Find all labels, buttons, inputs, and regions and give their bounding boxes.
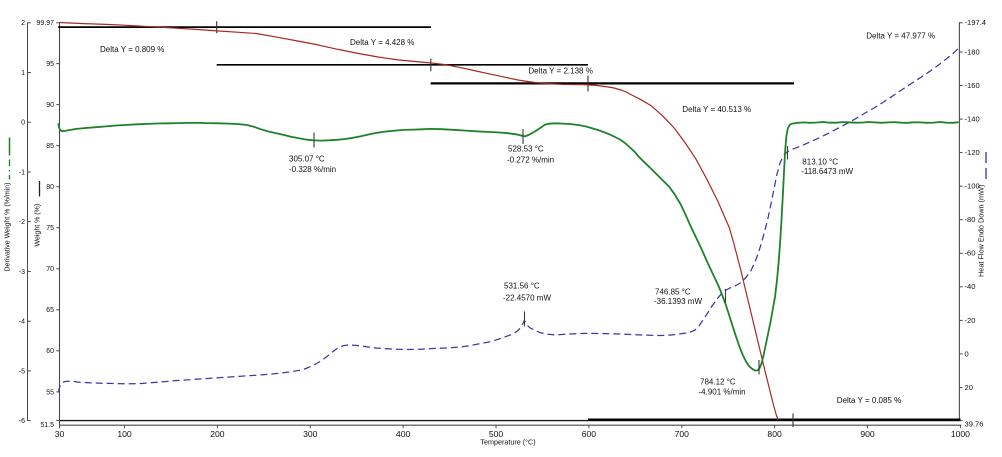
svg-text:Delta Y = 2.138 %: Delta Y = 2.138 %: [528, 67, 592, 76]
svg-text:65: 65: [46, 307, 54, 314]
svg-text:99.97: 99.97: [36, 20, 54, 27]
svg-text:2: 2: [21, 20, 25, 27]
svg-text:39.76: 39.76: [965, 420, 984, 429]
svg-text:Derivative Weight % (%/min): Derivative Weight % (%/min): [5, 183, 12, 272]
svg-text:200: 200: [210, 429, 225, 439]
svg-text:528.53 °C: 528.53 °C: [508, 145, 544, 154]
svg-text:60: 60: [46, 348, 54, 355]
svg-text:-4: -4: [19, 319, 25, 326]
svg-text:-0.328 %/min: -0.328 %/min: [289, 165, 336, 174]
svg-text:Temperature (°C): Temperature (°C): [480, 437, 535, 446]
svg-text:Weight % (%): Weight % (%): [35, 204, 42, 247]
svg-text:746.85 °C: 746.85 °C: [655, 288, 691, 297]
svg-text:Delta Y = 47.977 %: Delta Y = 47.977 %: [866, 32, 935, 41]
svg-text:90: 90: [46, 102, 54, 109]
svg-text:0: 0: [965, 349, 969, 358]
svg-text:305.07 °C: 305.07 °C: [289, 155, 325, 164]
svg-text:-180: -180: [965, 47, 980, 56]
svg-text:Delta Y = 40.513 %: Delta Y = 40.513 %: [682, 105, 751, 114]
svg-text:85: 85: [46, 143, 54, 150]
svg-text:-5: -5: [19, 368, 25, 375]
svg-text:-120: -120: [965, 148, 980, 157]
svg-text:-118.6473 mW: -118.6473 mW: [801, 167, 853, 176]
svg-text:20: 20: [965, 383, 973, 392]
svg-text:700: 700: [675, 429, 690, 439]
svg-text:0: 0: [21, 120, 25, 127]
svg-text:-6: -6: [19, 418, 25, 425]
svg-text:Heat Flow Endo Down (mW): Heat Flow Endo Down (mW): [977, 185, 986, 277]
svg-text:-100: -100: [965, 182, 980, 191]
svg-text:70: 70: [46, 266, 54, 273]
svg-text:-160: -160: [965, 81, 980, 90]
svg-text:800: 800: [767, 429, 782, 439]
svg-text:-22.4570 mW: -22.4570 mW: [503, 294, 551, 303]
svg-text:1: 1: [21, 70, 25, 77]
svg-text:813.10 °C: 813.10 °C: [802, 157, 838, 166]
svg-text:-60: -60: [965, 249, 976, 258]
svg-text:-40: -40: [965, 282, 976, 291]
svg-text:75: 75: [46, 225, 54, 232]
svg-text:-0.272 %/min: -0.272 %/min: [507, 156, 554, 165]
svg-text:-2: -2: [19, 219, 25, 226]
svg-text:Delta Y = 4.428 %: Delta Y = 4.428 %: [350, 38, 414, 47]
svg-text:Delta Y = 0.085 %: Delta Y = 0.085 %: [837, 396, 901, 405]
svg-text:900: 900: [860, 429, 875, 439]
svg-text:-197.4: -197.4: [965, 18, 987, 27]
svg-text:95: 95: [46, 61, 54, 68]
svg-text:-4.901 %/min: -4.901 %/min: [699, 388, 746, 397]
svg-text:51.5: 51.5: [40, 422, 54, 429]
svg-text:600: 600: [582, 429, 597, 439]
svg-text:400: 400: [396, 429, 411, 439]
svg-text:-36.1393 mW: -36.1393 mW: [654, 297, 702, 306]
svg-text:-20: -20: [965, 316, 976, 325]
svg-text:300: 300: [303, 429, 318, 439]
svg-text:500: 500: [489, 429, 504, 439]
svg-text:-1: -1: [19, 169, 25, 176]
svg-text:80: 80: [46, 184, 54, 191]
svg-text:-80: -80: [965, 215, 976, 224]
svg-text:30: 30: [55, 429, 65, 439]
svg-text:-3: -3: [19, 269, 25, 276]
svg-text:Delta Y = 0.809 %: Delta Y = 0.809 %: [100, 45, 164, 54]
svg-text:55: 55: [46, 389, 54, 396]
svg-text:1000: 1000: [951, 429, 970, 439]
svg-text:784.12 °C: 784.12 °C: [700, 378, 736, 387]
svg-text:100: 100: [117, 429, 132, 439]
svg-text:-140: -140: [965, 115, 980, 124]
svg-text:531.56 °C: 531.56 °C: [504, 282, 540, 291]
